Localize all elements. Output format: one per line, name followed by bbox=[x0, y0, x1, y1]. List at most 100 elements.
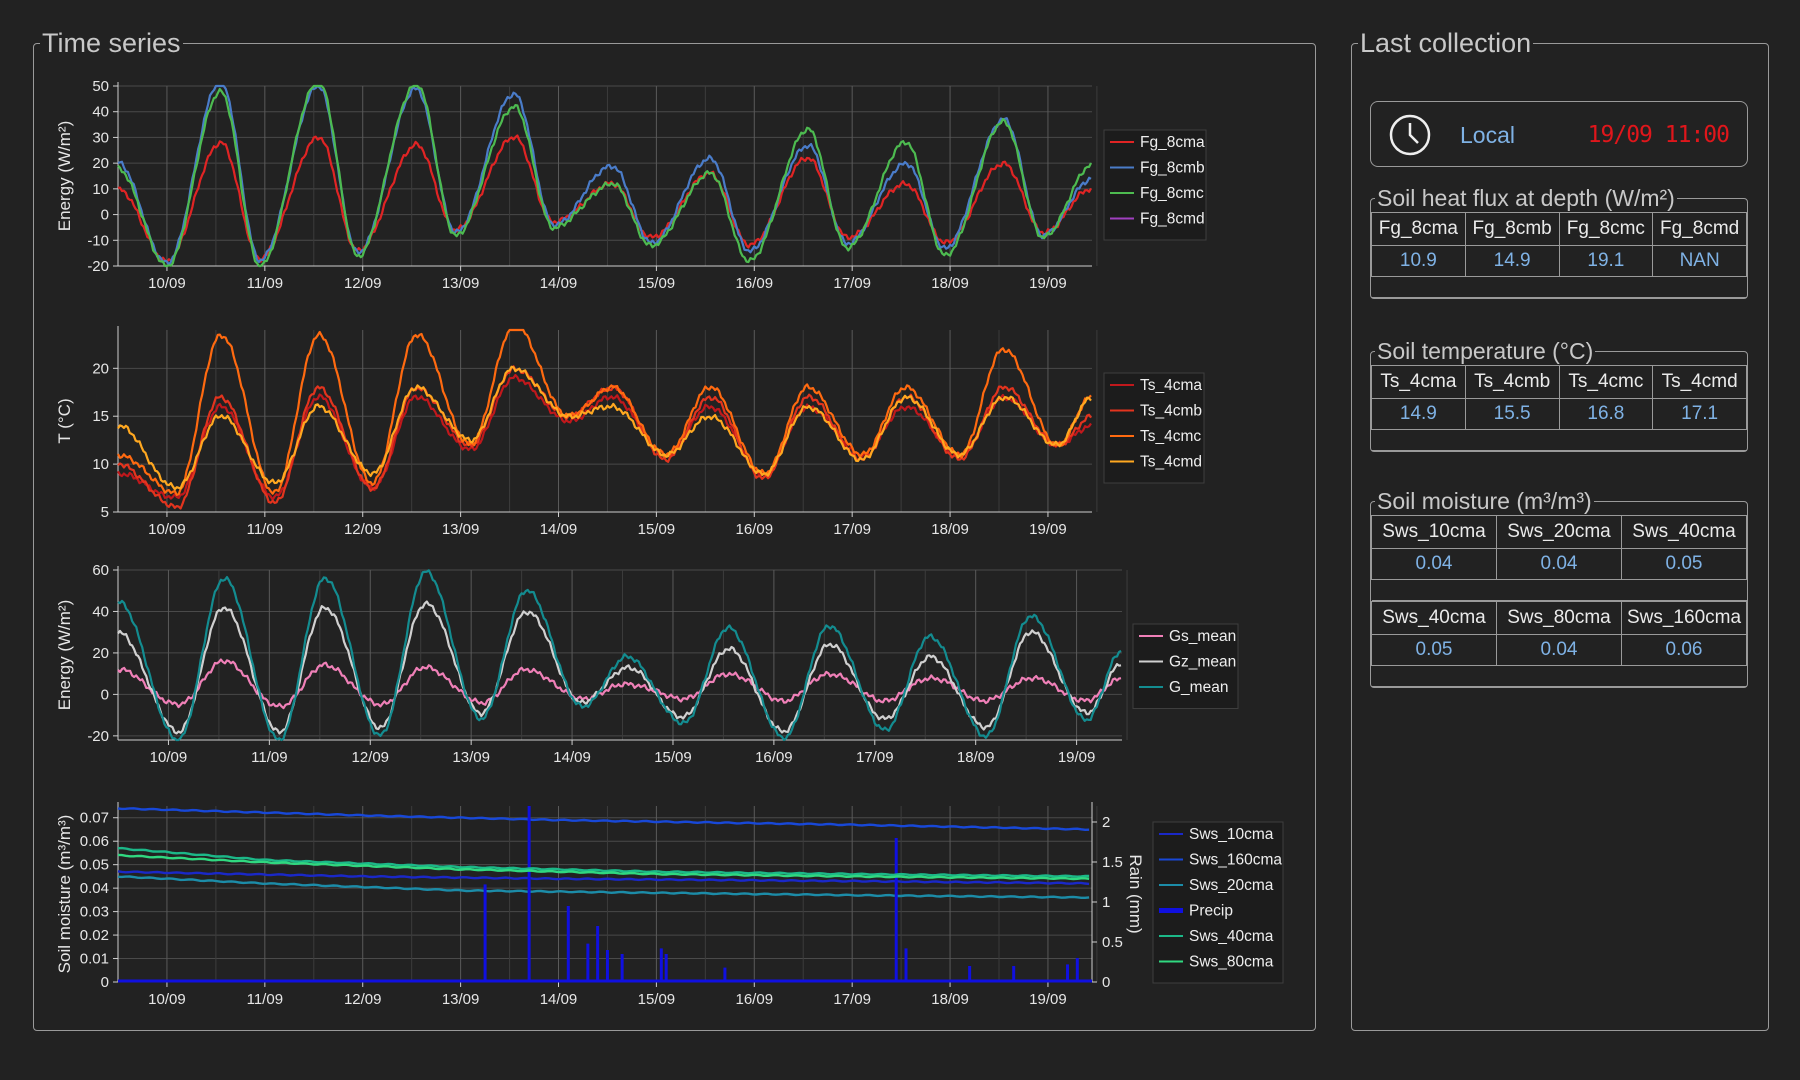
x-tick-label: 14/09 bbox=[540, 991, 578, 1008]
precip-bar bbox=[566, 906, 570, 982]
x-tick-label: 12/09 bbox=[351, 749, 389, 766]
legend-label: Ts_4cmd bbox=[1140, 454, 1202, 471]
section-title: Soil moisture (m³/m³) bbox=[1377, 488, 1592, 514]
chart-legend bbox=[1103, 129, 1207, 241]
x-tick-label: 18/09 bbox=[931, 991, 969, 1008]
y-tick-label: 30 bbox=[92, 129, 109, 146]
legend-label: G_mean bbox=[1169, 679, 1228, 696]
column-header: Fg_8cmb bbox=[1464, 212, 1560, 246]
y-tick-label: -20 bbox=[87, 258, 109, 275]
column-header: Sws_160cma bbox=[1621, 601, 1747, 635]
series-line-fg_8cmb bbox=[117, 84, 1092, 266]
x-tick-label: 19/09 bbox=[1029, 275, 1067, 292]
table-cell: 0.04 bbox=[1496, 548, 1622, 580]
table-cell: 0.06 bbox=[1621, 634, 1747, 666]
y2-axis-label: Rain (mm) bbox=[1126, 854, 1145, 933]
x-tick-label: 14/09 bbox=[553, 749, 591, 766]
table-cell: 14.9 bbox=[1464, 245, 1560, 277]
legend-label: Sws_20cma bbox=[1189, 877, 1274, 894]
x-tick-label: 11/09 bbox=[247, 521, 283, 538]
y-tick-label: 40 bbox=[92, 603, 109, 620]
legend-label: Sws_80cma bbox=[1189, 954, 1274, 971]
series-line-gs_mean bbox=[117, 658, 1122, 710]
x-tick-label: 16/09 bbox=[736, 991, 774, 1008]
soil-moisture-table-1: Sws_10cma Sws_20cma Sws_40cma 0.04 0.04 … bbox=[1371, 515, 1747, 601]
x-tick-label: 10/09 bbox=[148, 275, 186, 292]
legend-label: Sws_40cma bbox=[1189, 928, 1274, 945]
x-tick-label: 15/09 bbox=[638, 275, 676, 292]
precip-bar bbox=[527, 806, 531, 982]
y-tick-label: 0.06 bbox=[80, 833, 109, 850]
x-tick-label: 17/09 bbox=[833, 275, 871, 292]
y-tick-label: 50 bbox=[92, 78, 109, 95]
y-tick-label: 40 bbox=[92, 104, 109, 121]
y-tick-label: 0.01 bbox=[80, 951, 109, 968]
series-line-ts_4cmd bbox=[117, 365, 1092, 491]
time-series-title: Time series bbox=[42, 28, 181, 58]
x-tick-label: 18/09 bbox=[957, 749, 995, 766]
y-tick-label: 0.04 bbox=[80, 880, 109, 897]
y-tick-label: 60 bbox=[92, 562, 109, 579]
precip-bar bbox=[904, 948, 908, 982]
y2-tick-label: 0 bbox=[1102, 974, 1110, 991]
y-tick-label: 0 bbox=[101, 686, 109, 703]
x-tick-label: 19/09 bbox=[1029, 521, 1067, 538]
y-tick-label: 20 bbox=[92, 360, 109, 377]
table-spacer bbox=[1371, 429, 1747, 451]
x-tick-label: 13/09 bbox=[442, 275, 480, 292]
column-header: Ts_4cmc bbox=[1558, 365, 1654, 399]
y-axis-label: Energy (W/m²) bbox=[55, 600, 74, 711]
table-cell: 0.05 bbox=[1371, 634, 1497, 666]
x-tick-label: 11/09 bbox=[251, 749, 287, 766]
x-tick-label: 10/09 bbox=[148, 991, 186, 1008]
y-tick-label: -20 bbox=[87, 728, 109, 745]
y2-tick-label: 1 bbox=[1102, 894, 1110, 911]
y-tick-label: 0.05 bbox=[80, 857, 109, 874]
x-tick-label: 16/09 bbox=[736, 521, 774, 538]
soil-heat-flux-table: Fg_8cma Fg_8cmb Fg_8cmc Fg_8cmd 10.9 14.… bbox=[1371, 212, 1747, 298]
x-tick-label: 16/09 bbox=[736, 275, 774, 292]
table-spacer bbox=[1371, 276, 1747, 298]
x-tick-label: 11/09 bbox=[247, 275, 283, 292]
y-tick-label: 0.07 bbox=[80, 810, 109, 827]
legend-label: Fg_8cmb bbox=[1140, 160, 1205, 177]
series-line-sws_20cma bbox=[117, 875, 1090, 899]
chart-legend bbox=[1103, 372, 1205, 484]
soil-temperature-table: Ts_4cma Ts_4cmb Ts_4cmc Ts_4cmd 14.9 15.… bbox=[1371, 365, 1747, 451]
y2-tick-label: 2 bbox=[1102, 814, 1110, 831]
series-line-ts_4cma bbox=[117, 373, 1092, 501]
column-header: Fg_8cmc bbox=[1558, 212, 1654, 246]
precip-bar bbox=[1012, 966, 1016, 982]
y-tick-label: 10 bbox=[92, 456, 109, 473]
legend-label: Ts_4cmc bbox=[1140, 428, 1201, 445]
series-line-g_mean bbox=[117, 569, 1122, 742]
table-cell: 17.1 bbox=[1652, 398, 1747, 430]
x-tick-label: 15/09 bbox=[638, 521, 676, 538]
precip-bar bbox=[723, 967, 727, 982]
y-axis-label: T (°C) bbox=[55, 398, 74, 443]
section-title: Soil temperature (°C) bbox=[1377, 338, 1594, 364]
table-spacer bbox=[1371, 579, 1747, 601]
x-tick-label: 19/09 bbox=[1029, 991, 1067, 1008]
y2-tick-label: 1.5 bbox=[1102, 854, 1123, 871]
x-tick-label: 13/09 bbox=[442, 991, 480, 1008]
legend-label: Fg_8cmc bbox=[1140, 185, 1204, 202]
legend-label: Fg_8cmd bbox=[1140, 211, 1205, 228]
y-tick-label: 15 bbox=[92, 408, 109, 425]
x-tick-label: 17/09 bbox=[856, 749, 894, 766]
legend-label: Fg_8cma bbox=[1140, 134, 1205, 151]
precip-bar bbox=[894, 838, 898, 982]
soil-moisture-table-2: Sws_40cma Sws_80cma Sws_160cma 0.05 0.04… bbox=[1371, 601, 1747, 687]
column-header: Sws_80cma bbox=[1496, 601, 1622, 635]
x-tick-label: 15/09 bbox=[638, 991, 676, 1008]
precip-bar bbox=[659, 948, 663, 982]
location-label: Local bbox=[1460, 122, 1515, 148]
y-tick-label: 10 bbox=[92, 181, 109, 198]
series-line-gz_mean bbox=[117, 600, 1122, 735]
soil-moisture-section: Soil moisture (m³/m³) Sws_10cma Sws_20cm… bbox=[1370, 488, 1748, 688]
legend-label: Gz_mean bbox=[1169, 654, 1236, 671]
x-tick-label: 18/09 bbox=[931, 275, 969, 292]
x-tick-label: 15/09 bbox=[654, 749, 692, 766]
collection-datetime: 19/09 11:00 bbox=[1587, 122, 1730, 148]
precip-bar bbox=[664, 954, 668, 982]
